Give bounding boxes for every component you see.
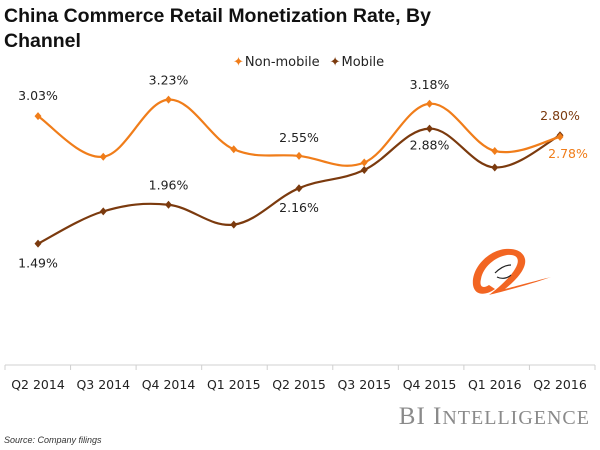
- legend-label-non-mobile: Non-mobile: [244, 55, 320, 70]
- data-label-mobile: 1.49%: [18, 256, 58, 271]
- legend-marker-mobile-icon: ✦: [329, 55, 341, 70]
- legend-item-mobile: ✦ Mobile: [330, 55, 385, 70]
- x-tick-label: Q2 2015: [272, 377, 326, 392]
- data-point-non-mobile: [230, 145, 238, 154]
- x-tick-label: Q3 2015: [337, 377, 391, 392]
- x-tick-label: Q3 2014: [76, 377, 130, 392]
- data-label-mobile: 1.96%: [149, 178, 189, 193]
- series-group: [34, 95, 564, 248]
- data-label-non-mobile: 2.78%: [548, 146, 588, 161]
- legend-marker-non-mobile-icon: ✦: [233, 55, 244, 70]
- data-label-non-mobile: 2.55%: [279, 130, 319, 145]
- data-label-non-mobile: 3.18%: [410, 77, 450, 92]
- x-tick-label: Q2 2014: [11, 377, 65, 392]
- data-label-mobile: 2.88%: [410, 138, 450, 153]
- brand-first: BI I: [398, 403, 443, 430]
- alibaba-logo-icon: [472, 248, 551, 295]
- legend: ✦ Non-mobile ✦ Mobile: [233, 55, 384, 70]
- x-tick-label: Q4 2014: [142, 377, 196, 392]
- x-axis: Q2 2014 Q3 2014 Q4 2014 Q1 2015 Q2 2015 Q3 20…: [4, 364, 596, 392]
- data-point-non-mobile: [34, 112, 42, 121]
- chart-title: China Commerce Retail Monetization Rate,…: [4, 5, 431, 52]
- x-tick-label: Q1 2015: [207, 377, 261, 392]
- brand-logo: BI INTELLIGENCE: [399, 403, 590, 431]
- data-point-mobile: [99, 207, 107, 216]
- data-label-non-mobile: 3.03%: [18, 88, 58, 103]
- source-note: Source: Company filings: [4, 435, 102, 445]
- data-label-non-mobile: 3.23%: [149, 73, 189, 88]
- x-tick-label: Q2 2016: [533, 377, 587, 392]
- legend-item-non-mobile: ✦ Non-mobile: [233, 55, 320, 70]
- data-point-mobile: [360, 165, 368, 174]
- data-point-non-mobile: [491, 146, 499, 155]
- data-point-mobile: [34, 239, 42, 248]
- x-tick-label: Q4 2015: [403, 377, 457, 392]
- data-point-mobile: [491, 163, 499, 172]
- data-labels: 3.03% 3.23% 2.55% 3.18% 2.78% 1.49% 1.96% 2.16%…: [18, 73, 588, 271]
- data-label-mobile: 2.80%: [540, 108, 580, 123]
- data-point-non-mobile: [295, 151, 303, 160]
- data-point-non-mobile: [426, 99, 433, 108]
- data-point-non-mobile: [360, 158, 368, 167]
- data-point-mobile: [426, 124, 433, 133]
- data-point-mobile: [295, 184, 303, 193]
- data-label-mobile: 2.16%: [279, 200, 319, 215]
- x-tick-label: Q1 2016: [468, 377, 522, 392]
- brand-rest: NTELLIGENCE: [442, 407, 590, 429]
- data-point-non-mobile: [556, 132, 564, 141]
- data-point-non-mobile: [99, 152, 107, 161]
- data-point-non-mobile: [165, 95, 172, 104]
- data-point-mobile: [230, 220, 238, 229]
- data-point-mobile: [165, 200, 172, 209]
- legend-label-mobile: Mobile: [341, 55, 385, 70]
